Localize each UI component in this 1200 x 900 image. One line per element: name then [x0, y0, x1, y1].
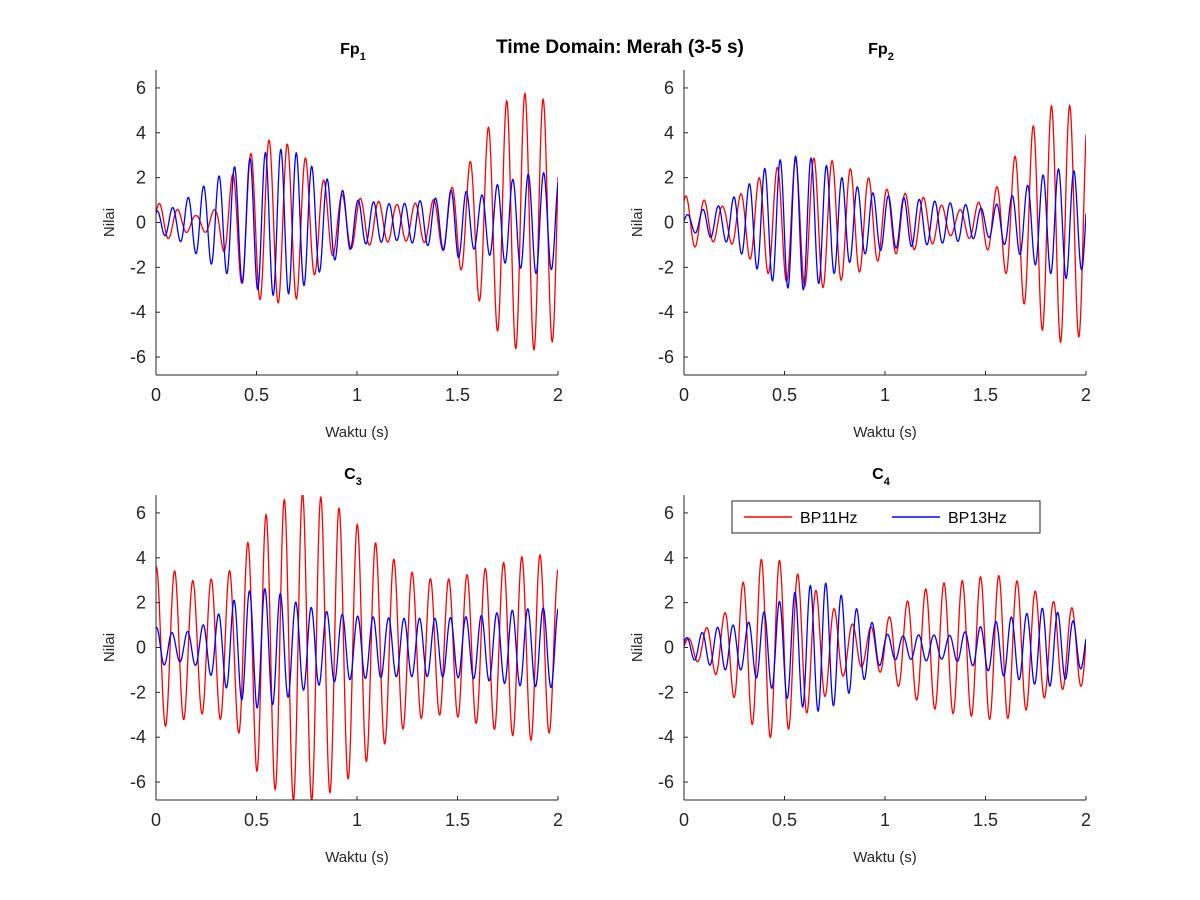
- x-tick-label: 0.5: [244, 385, 269, 405]
- subplot-title-subscript: 3: [356, 476, 362, 488]
- y-tick-label: -4: [658, 727, 674, 747]
- series-line-bp13hz: [684, 155, 1086, 291]
- x-tick-label: 2: [1081, 385, 1091, 405]
- plot-area-c3: [156, 495, 558, 800]
- y-tick-label: -6: [130, 347, 146, 367]
- y-tick-label: 2: [136, 593, 146, 613]
- y-tick-label: -4: [130, 727, 146, 747]
- subplot-title-subscript: 1: [360, 51, 366, 63]
- y-tick-label: 0: [136, 638, 146, 658]
- subplot-c3: 0 0.5 1 1.5 2 -6 -4 -2 0 2 4 6 Waktu (s) Nilai C3: [101, 466, 563, 866]
- x-axis-label: Waktu (s): [853, 424, 917, 441]
- x-tick-label: 2: [553, 385, 563, 405]
- x-axis-label: Waktu (s): [853, 849, 917, 866]
- y-tick-label: 6: [664, 78, 674, 98]
- subplot-title-subscript: 4: [884, 476, 891, 488]
- subplot-title-main: C: [872, 466, 884, 483]
- subplot-title: C4: [872, 466, 891, 488]
- x-tick-label: 1: [880, 810, 890, 830]
- x-tick-label: 0.5: [244, 810, 269, 830]
- x-axis-label: Waktu (s): [325, 849, 389, 866]
- x-tick-label: 2: [1081, 810, 1091, 830]
- legend: BP11Hz BP13Hz: [731, 500, 1041, 534]
- x-tick-label: 1.5: [973, 385, 998, 405]
- series-line-bp11hz: [684, 104, 1086, 344]
- series-line-bp13hz: [156, 148, 558, 297]
- series-line-bp13hz: [156, 587, 558, 709]
- y-tick-label: -2: [658, 682, 674, 702]
- y-tick-label: -2: [130, 257, 146, 277]
- x-tick-label: 0.5: [772, 810, 797, 830]
- y-tick-label: 2: [664, 168, 674, 188]
- y-axis-label: Nilai: [629, 208, 646, 237]
- y-tick-label: 2: [136, 168, 146, 188]
- y-tick-label: 6: [136, 78, 146, 98]
- y-tick-label: -6: [130, 772, 146, 792]
- x-tick-label: 1.5: [445, 810, 470, 830]
- plot-area-c4: [684, 558, 1086, 739]
- legend-label-bp11hz: BP11Hz: [800, 510, 858, 527]
- figure-suptitle: Time Domain: Merah (3-5 s): [496, 37, 744, 58]
- x-tick-label: 0: [151, 810, 161, 830]
- subplot-title-main: C: [344, 466, 356, 483]
- x-tick-label: 1: [880, 385, 890, 405]
- legend-label-bp13hz: BP13Hz: [948, 510, 1007, 527]
- y-tick-label: 4: [136, 548, 146, 568]
- y-tick-label: -4: [130, 302, 146, 322]
- subplot-title-main: Fp: [868, 41, 888, 58]
- x-tick-label: 1.5: [973, 810, 998, 830]
- subplot-title-main: Fp: [340, 41, 360, 58]
- subplot-title: Fp1: [340, 41, 366, 63]
- x-tick-label: 0.5: [772, 385, 797, 405]
- y-tick-label: -4: [658, 302, 674, 322]
- x-tick-label: 1: [352, 810, 362, 830]
- y-tick-label: 0: [136, 213, 146, 233]
- series-line-bp11hz: [156, 495, 558, 800]
- x-tick-label: 0: [151, 385, 161, 405]
- y-tick-label: 6: [136, 503, 146, 523]
- x-tick-label: 0: [679, 810, 689, 830]
- y-axis-label: Nilai: [629, 633, 646, 662]
- y-axis-label: Nilai: [101, 633, 118, 662]
- y-tick-label: 6: [664, 503, 674, 523]
- subplot-title: Fp2: [868, 41, 894, 63]
- x-tick-label: 0: [679, 385, 689, 405]
- y-axis-label: Nilai: [101, 208, 118, 237]
- series-line-bp13hz: [684, 582, 1086, 713]
- y-tick-label: 0: [664, 638, 674, 658]
- y-tick-label: -6: [658, 347, 674, 367]
- y-tick-label: 4: [136, 123, 146, 143]
- y-tick-label: -2: [130, 682, 146, 702]
- series-line-bp11hz: [156, 92, 558, 351]
- y-tick-label: -6: [658, 772, 674, 792]
- y-tick-label: -2: [658, 257, 674, 277]
- y-tick-label: 4: [664, 123, 674, 143]
- plot-area-fp2: [684, 104, 1086, 344]
- x-axis-label: Waktu (s): [325, 424, 389, 441]
- subplot-title: C3: [344, 466, 362, 488]
- x-tick-label: 2: [553, 810, 563, 830]
- y-tick-label: 2: [664, 593, 674, 613]
- y-tick-label: 4: [664, 548, 674, 568]
- plot-area-fp1: [156, 92, 558, 351]
- subplot-title-subscript: 2: [888, 51, 894, 63]
- x-tick-label: 1.5: [445, 385, 470, 405]
- x-tick-label: 1: [352, 385, 362, 405]
- y-tick-label: 0: [664, 213, 674, 233]
